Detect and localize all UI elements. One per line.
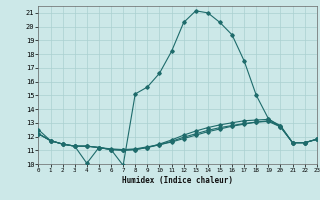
X-axis label: Humidex (Indice chaleur): Humidex (Indice chaleur) [122,176,233,185]
